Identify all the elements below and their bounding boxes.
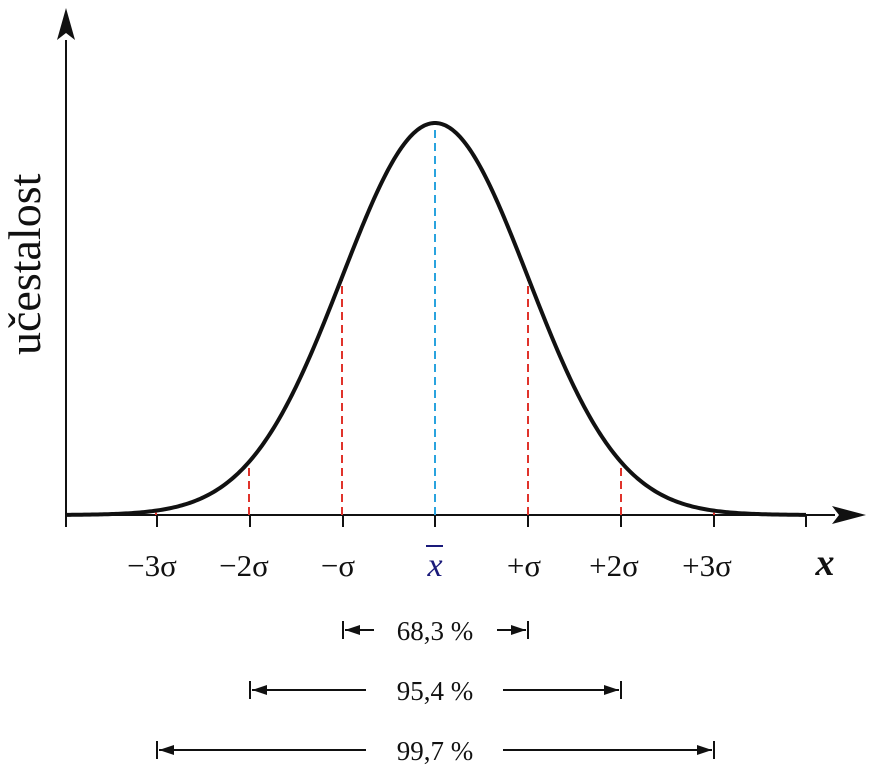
interval-3-right-arrow-icon: [697, 745, 712, 755]
interval-1-left-arrow-icon: [345, 625, 360, 635]
interval-3-label: 99,7 %: [397, 736, 474, 766]
y-axis-label: učestalost: [0, 173, 50, 355]
y-axis-arrow-icon: [57, 8, 75, 40]
tick-label-plus-2-sigma: +2σ: [589, 548, 639, 583]
interval-2-sigma: 95,4 %: [249, 676, 622, 706]
tick-label-plus-sigma: +σ: [507, 548, 541, 583]
tick-label-minus-sigma: −σ: [321, 548, 355, 583]
interval-brackets: 68,3 % 95,4 % 99,7 %: [156, 616, 715, 766]
interval-3-sigma: 99,7 %: [156, 736, 715, 766]
interval-1-label: 68,3 %: [397, 616, 474, 646]
tick-label-minus-2-sigma: −2σ: [219, 548, 269, 583]
interval-3-left-arrow-icon: [159, 745, 174, 755]
interval-2-right-arrow-icon: [604, 685, 619, 695]
x-axis-ticks: [65, 515, 807, 527]
x-axis-arrow-icon: [832, 506, 866, 524]
tick-label-minus-3-sigma: −3σ: [127, 548, 177, 583]
interval-1-sigma: 68,3 %: [342, 616, 529, 646]
mean-label-text: x: [426, 547, 442, 584]
sigma-lines: [155, 125, 715, 515]
mean-label: x: [426, 545, 443, 584]
interval-2-left-arrow-icon: [252, 685, 267, 695]
interval-2-label: 95,4 %: [397, 676, 474, 706]
normal-curve: [65, 121, 807, 517]
tick-label-plus-3-sigma: +3σ: [682, 548, 732, 583]
x-axis-label: x: [815, 542, 835, 584]
interval-1-right-arrow-icon: [511, 625, 526, 635]
